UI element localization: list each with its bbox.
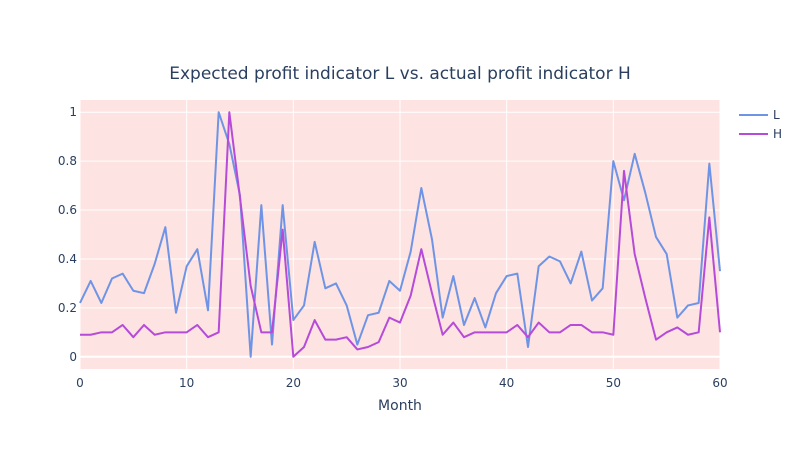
legend-label: L [773,108,780,122]
series-group [79,111,721,358]
x-tick-label: 60 [712,376,727,390]
y-tick-labels: 0 0.2 0.4 0.6 0.8 1 [58,105,77,364]
x-tick-label: 0 [76,376,84,390]
x-tick-label: 30 [392,376,407,390]
legend-item-L[interactable]: L [739,108,780,122]
x-tick-label: 50 [606,376,621,390]
y-tick-label: 0.6 [58,203,77,217]
x-tick-label: 10 [179,376,194,390]
grid-lines [79,100,721,369]
x-tick-label: 20 [286,376,301,390]
y-tick-label: 0.8 [58,154,77,168]
x-axis-label: Month [378,398,422,414]
legend-item-H[interactable]: H [739,127,782,141]
y-tick-label: 0 [69,350,77,364]
chart-title: Expected profit indicator L vs. actual p… [169,64,631,84]
legend-label: H [773,127,782,141]
y-tick-label: 0.4 [58,252,77,266]
series-line-H [80,111,721,358]
x-tick-labels: 0 10 20 30 40 50 60 [76,376,727,390]
x-tick-label: 40 [499,376,514,390]
y-tick-label: 0.2 [58,301,77,315]
y-tick-label: 1 [69,105,77,119]
legend[interactable]: LH [739,108,782,141]
series-line-L [79,111,721,358]
